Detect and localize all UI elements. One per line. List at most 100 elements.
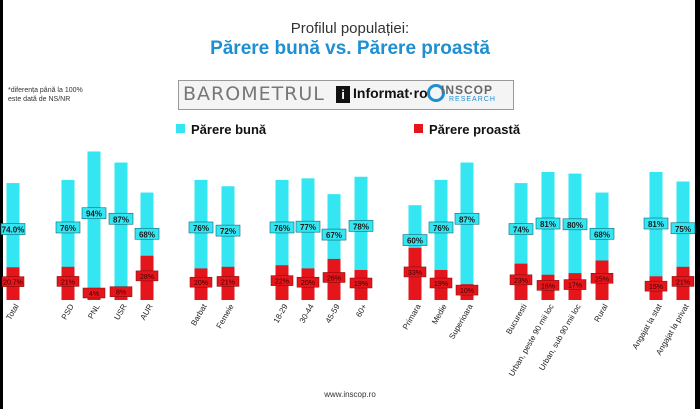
data-label-good-box xyxy=(670,222,696,235)
data-label-good-box xyxy=(269,221,295,234)
legend-label-bad: Părere proastă xyxy=(429,122,521,137)
data-label-good: 76% xyxy=(193,224,209,233)
data-label-good-box xyxy=(295,220,321,233)
data-label-good: 87% xyxy=(459,215,475,224)
data-label-bad: 21% xyxy=(676,279,690,286)
category-label: Superioara xyxy=(447,302,475,341)
data-label-good: 72% xyxy=(220,227,236,236)
data-label-bad-box xyxy=(403,266,427,278)
category-label: Medie xyxy=(430,302,449,326)
data-label-bad: 4% xyxy=(89,291,99,298)
data-label-good-box xyxy=(55,221,81,234)
category-label: Barbat xyxy=(189,302,209,328)
data-label-bad: 28% xyxy=(140,274,154,281)
data-label-good: 87% xyxy=(113,215,129,224)
data-label-good-box xyxy=(188,221,214,234)
data-label-bad: 16% xyxy=(541,283,555,290)
data-label-bad-box xyxy=(135,270,159,282)
data-label-good-box xyxy=(428,221,454,234)
legend-item-bad: Părere proastă xyxy=(414,122,520,137)
data-label-bad-box xyxy=(322,272,346,283)
data-label-bad: 19% xyxy=(354,281,368,288)
footnote-line-2: este dată de NS/NR xyxy=(8,96,71,103)
bar-good xyxy=(354,176,368,300)
data-label-good-box xyxy=(562,218,588,231)
data-label-bad: 20% xyxy=(194,280,208,287)
data-label-good: 74% xyxy=(513,226,529,235)
category-label: Primara xyxy=(401,302,423,331)
data-label-good: 94% xyxy=(86,210,102,219)
data-label-bad-box xyxy=(270,275,294,286)
category-label: 18-29 xyxy=(272,302,290,325)
data-label-good-box xyxy=(134,227,160,240)
data-label-bad-box xyxy=(455,284,479,296)
data-label-bad: 26% xyxy=(327,275,341,282)
category-label: 60+ xyxy=(354,302,369,319)
data-label-bad: 20.7% xyxy=(3,280,23,287)
data-label-bad-box xyxy=(644,280,668,292)
category-label: USR xyxy=(112,302,128,321)
legend-label-good: Părere bună xyxy=(191,122,267,137)
category-label: PNL xyxy=(86,302,102,320)
data-label-good: 77% xyxy=(300,223,316,232)
data-label-bad: 33% xyxy=(408,270,422,277)
data-label-good: 80% xyxy=(567,221,583,230)
data-label-bad: 10% xyxy=(460,288,474,295)
category-label: Femeie xyxy=(215,302,236,330)
bar-good xyxy=(649,172,663,300)
data-label-good: 68% xyxy=(594,230,610,239)
category-label: 30-44 xyxy=(298,302,316,325)
data-label-good-box xyxy=(81,207,107,220)
data-label-bad: 25% xyxy=(595,276,609,283)
data-label-bad: 21% xyxy=(61,279,75,286)
data-label-bad: 17% xyxy=(568,283,582,290)
legend-swatch-bad xyxy=(414,124,423,133)
data-label-good-box xyxy=(0,223,26,235)
data-label-good: 60% xyxy=(407,237,423,246)
inscop-ring-icon xyxy=(427,84,445,102)
data-label-good-box xyxy=(215,224,241,237)
data-label-bad-box xyxy=(56,276,80,287)
data-label-good-box xyxy=(535,217,561,230)
data-label-good-box xyxy=(402,234,428,246)
data-label-good: 76% xyxy=(60,224,76,233)
data-label-good: 67% xyxy=(326,231,342,240)
inscop-logo: INSCOP xyxy=(441,83,494,97)
category-label: Bucuresti xyxy=(504,302,529,336)
data-label-good: 78% xyxy=(353,222,369,231)
data-label-good: 74.0% xyxy=(2,226,25,235)
data-label-bad-box xyxy=(563,279,587,290)
inscop-research-label: RESEARCH xyxy=(449,96,496,103)
data-label-good: 76% xyxy=(433,224,449,233)
category-label: PSD xyxy=(60,302,76,321)
data-label-good: 81% xyxy=(648,220,664,229)
data-label-bad: 23% xyxy=(514,278,528,285)
footnote: *diferența până la 100% este dată de NS/… xyxy=(8,86,128,104)
barometrul-logo-banner: BAROMETRUL i Informat·ro INSCOP RESEARCH xyxy=(178,80,514,110)
data-label-good-box xyxy=(348,220,374,232)
category-label: AUR xyxy=(138,302,154,321)
left-screen-border xyxy=(0,0,3,409)
informat-i-icon: i xyxy=(336,86,350,103)
data-label-bad-box xyxy=(590,273,614,284)
data-label-bad: 21% xyxy=(221,279,235,286)
bar-good xyxy=(460,162,474,300)
data-label-good-box xyxy=(454,212,480,225)
right-screen-border xyxy=(695,0,700,409)
category-label: Total xyxy=(4,302,20,321)
data-label-bad-box xyxy=(82,287,106,299)
data-label-good-box xyxy=(589,227,615,240)
data-label-good-box xyxy=(643,217,669,230)
barometrul-logo: BAROMETRUL xyxy=(183,83,325,105)
informat-logo: Informat·ro xyxy=(353,85,428,101)
data-label-bad: 8% xyxy=(116,290,126,297)
chart-title: Părere bună vs. Părere proastă xyxy=(210,38,490,59)
data-label-bad-box xyxy=(216,276,240,287)
data-label-bad-box xyxy=(509,274,533,286)
footnote-line-1: *diferența până la 100% xyxy=(8,87,83,94)
data-label-bad: 19% xyxy=(434,281,448,288)
data-label-bad-box xyxy=(296,276,320,288)
data-label-bad-box xyxy=(109,286,133,297)
bar-good xyxy=(541,172,555,300)
